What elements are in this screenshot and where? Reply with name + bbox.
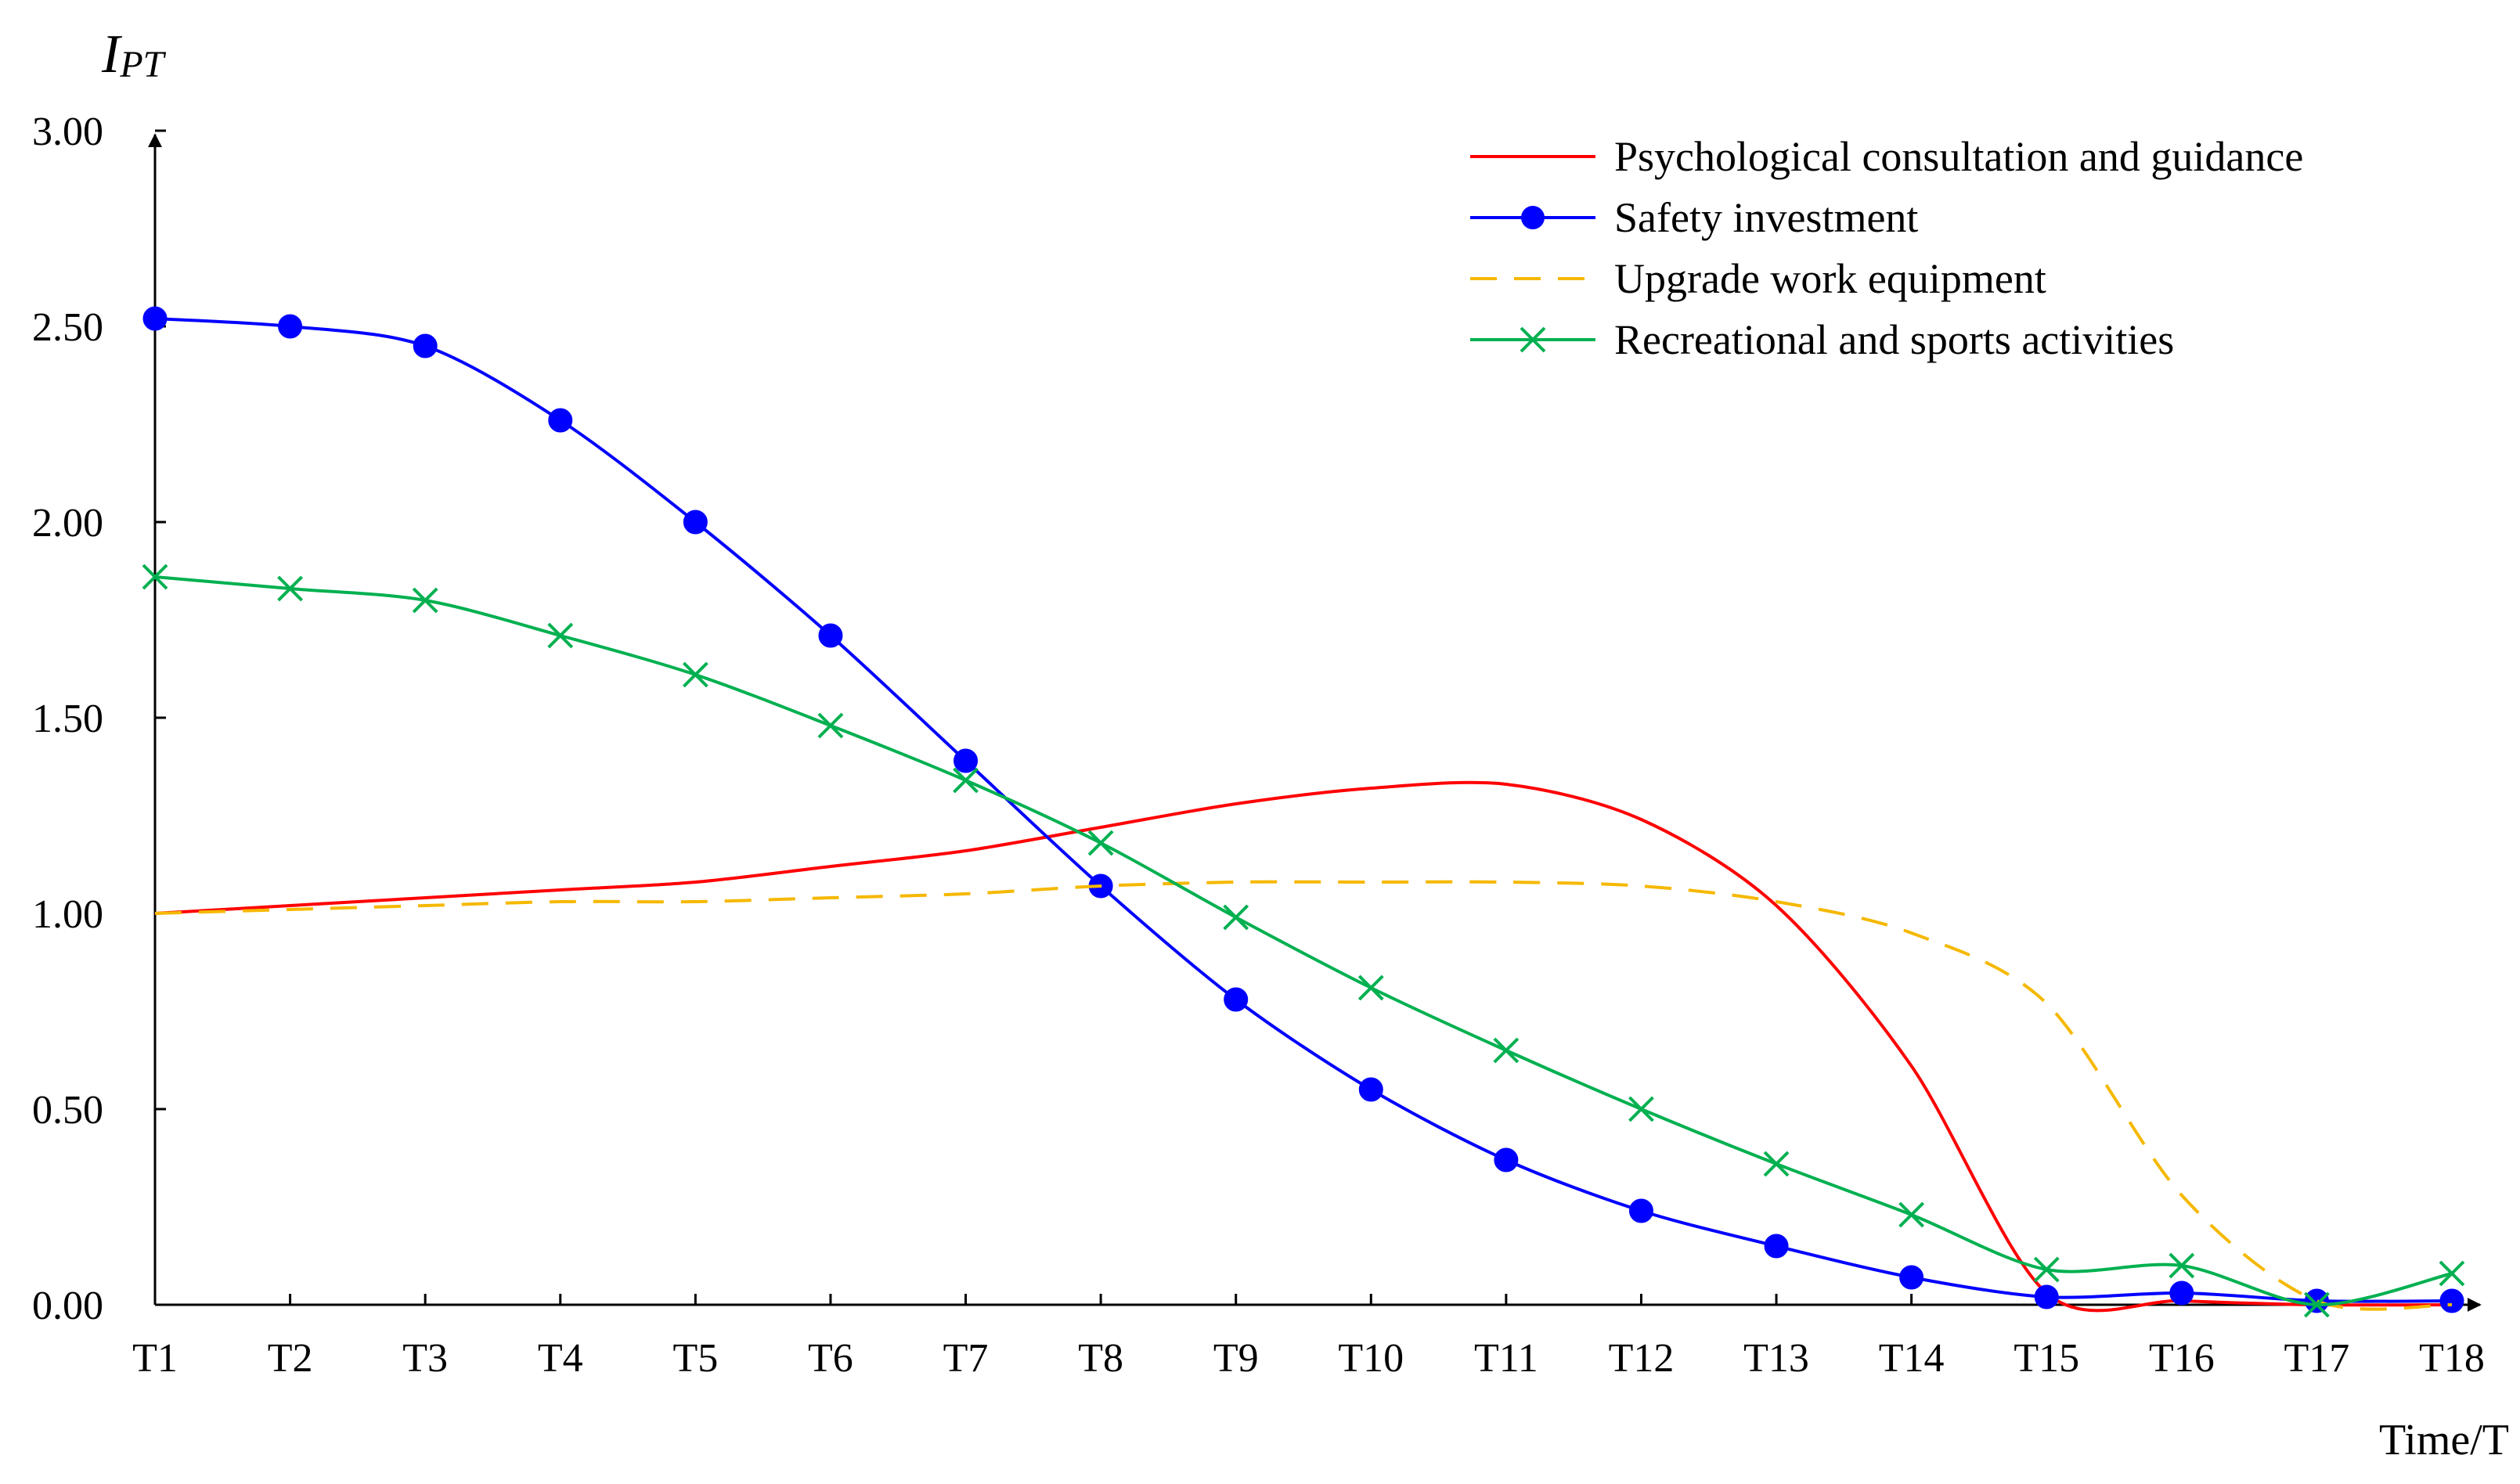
data-point <box>2439 1288 2464 1313</box>
series-layer <box>142 306 2465 1318</box>
data-point <box>2168 1252 2195 1279</box>
x-tick-label: T14 <box>1879 1336 1945 1381</box>
data-point <box>1494 1147 1519 1172</box>
data-point <box>412 587 438 614</box>
data-point <box>1764 1234 1789 1259</box>
y-tick-label: 1.00 <box>32 892 103 937</box>
data-point <box>1358 1077 1383 1102</box>
data-point <box>2033 1256 2060 1283</box>
data-point <box>413 333 438 358</box>
data-point <box>2304 1288 2329 1313</box>
x-tick-label: T11 <box>1474 1336 1538 1381</box>
data-point <box>142 306 168 331</box>
data-point <box>682 661 708 688</box>
legend-marker <box>1521 206 1545 229</box>
series-3 <box>154 880 2453 1311</box>
x-tick-label: T18 <box>2419 1336 2485 1381</box>
data-point <box>1628 1096 1654 1122</box>
legend-item: Recreational and sports activities <box>1470 316 2174 363</box>
data-point <box>142 564 168 590</box>
x-tick-label: T5 <box>672 1336 718 1381</box>
x-ticks: T1 T2 T3 T4 T5 T6 T7 T8 T9 T10 T11 T12 T13 T14 T15 T16 T… <box>132 1294 2485 1381</box>
legend: Psychological consultation and guidance S… <box>1470 133 2303 363</box>
y-axis-title: IPT <box>101 24 167 85</box>
data-point <box>683 510 708 535</box>
y-ticks: 0.00 0.50 1.00 1.50 2.00 2.50 3.00 <box>32 110 166 1328</box>
x-tick-label: T15 <box>2013 1336 2079 1381</box>
data-point <box>1223 904 1249 931</box>
data-point <box>953 767 979 794</box>
y-tick-label: 2.50 <box>32 305 103 350</box>
legend-label: Upgrade work equipment <box>1614 255 2046 302</box>
data-point <box>2169 1280 2194 1306</box>
series-2 <box>142 306 2464 1313</box>
series-line <box>154 575 2453 1307</box>
legend-marker <box>1520 326 1546 353</box>
data-point <box>2303 1291 2330 1318</box>
data-point <box>2034 1284 2059 1309</box>
data-point <box>278 314 303 339</box>
data-point <box>277 575 304 602</box>
data-point <box>1224 987 1249 1012</box>
y-axis-title-sub: PT <box>119 44 166 85</box>
y-axis-title-main: I <box>101 24 123 85</box>
data-point <box>954 748 979 773</box>
data-point <box>548 408 573 433</box>
data-point <box>1357 974 1384 1001</box>
legend-label: Safety investment <box>1614 194 1918 241</box>
x-tick-label: T3 <box>402 1336 448 1381</box>
x-tick-label: T10 <box>1338 1336 1404 1381</box>
y-tick-label: 0.00 <box>32 1284 103 1328</box>
series-line <box>154 317 2453 1303</box>
x-tick-label: T17 <box>2284 1336 2350 1381</box>
data-point <box>2439 1260 2465 1287</box>
legend-label: Psychological consultation and guidance <box>1614 133 2303 180</box>
data-point <box>1763 1151 1790 1177</box>
y-tick-label: 2.00 <box>32 501 103 546</box>
data-point <box>1898 1201 1925 1228</box>
data-point <box>1087 830 1114 856</box>
data-point <box>547 622 574 649</box>
x-tick-label: T12 <box>1609 1336 1675 1381</box>
legend-item: Upgrade work equipment <box>1470 255 2046 302</box>
data-point <box>1899 1265 1924 1290</box>
data-point <box>1493 1037 1520 1064</box>
data-point <box>1628 1198 1653 1223</box>
x-tick-label: T2 <box>268 1336 313 1381</box>
legend-item: Psychological consultation and guidance <box>1470 133 2303 180</box>
x-tick-label: T13 <box>1743 1336 1809 1381</box>
x-tick-label: T16 <box>2149 1336 2215 1381</box>
series-line <box>154 880 2453 1311</box>
legend-item: Safety investment <box>1470 194 1918 241</box>
x-tick-label: T8 <box>1078 1336 1123 1381</box>
data-point <box>818 623 843 648</box>
data-point <box>817 712 844 739</box>
y-tick-label: 3.00 <box>32 110 103 154</box>
series-4 <box>142 564 2465 1318</box>
x-tick-label: T1 <box>132 1336 178 1381</box>
x-axis-title: Time/T <box>2379 1416 2509 1464</box>
x-tick-label: T4 <box>538 1336 583 1381</box>
y-tick-label: 0.50 <box>32 1088 103 1133</box>
x-tick-label: T9 <box>1213 1336 1259 1381</box>
y-tick-label: 1.50 <box>32 697 103 741</box>
legend-label: Recreational and sports activities <box>1614 316 2174 363</box>
x-tick-label: T7 <box>943 1336 989 1381</box>
x-tick-label: T6 <box>808 1336 853 1381</box>
